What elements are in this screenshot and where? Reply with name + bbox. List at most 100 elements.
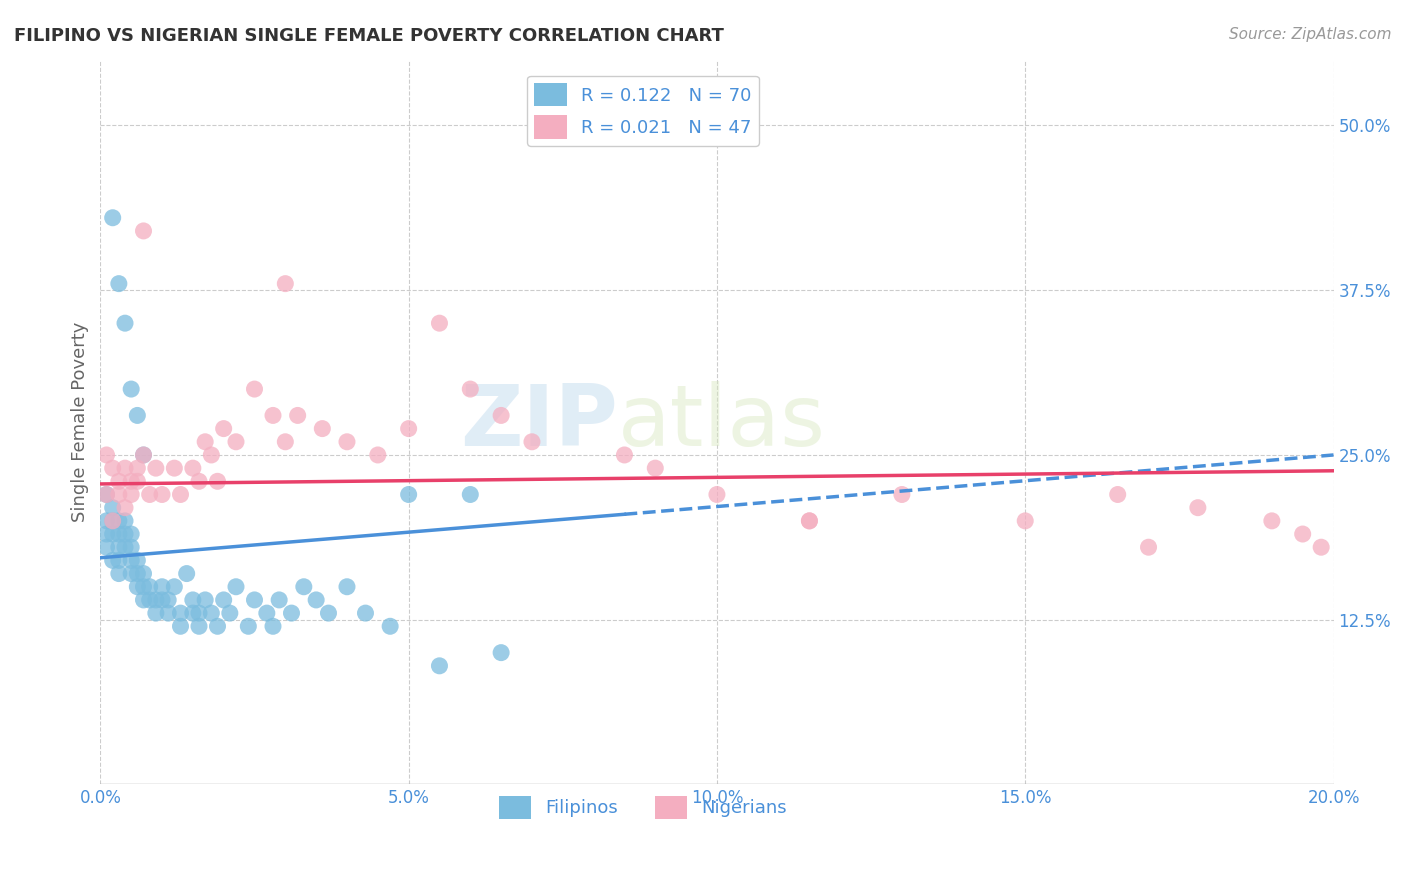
Point	[96, 527, 118, 541]
Point	[101, 514, 124, 528]
Point	[262, 619, 284, 633]
Point	[108, 566, 131, 581]
Point	[108, 277, 131, 291]
Point	[101, 211, 124, 225]
Point	[644, 461, 666, 475]
Point	[274, 434, 297, 449]
Point	[280, 606, 302, 620]
Point	[256, 606, 278, 620]
Point	[1187, 500, 1209, 515]
Point	[188, 606, 211, 620]
Point	[157, 606, 180, 620]
Text: FILIPINO VS NIGERIAN SINGLE FEMALE POVERTY CORRELATION CHART: FILIPINO VS NIGERIAN SINGLE FEMALE POVER…	[14, 27, 724, 45]
Legend: Filipinos, Nigerians: Filipinos, Nigerians	[492, 789, 794, 826]
Point	[96, 448, 118, 462]
Point	[225, 434, 247, 449]
Point	[114, 540, 136, 554]
Point	[127, 461, 149, 475]
Point	[243, 382, 266, 396]
Point	[132, 593, 155, 607]
Point	[120, 553, 142, 567]
Point	[181, 461, 204, 475]
Point	[613, 448, 636, 462]
Point	[287, 409, 309, 423]
Point	[890, 487, 912, 501]
Point	[150, 580, 173, 594]
Point	[378, 619, 401, 633]
Point	[200, 448, 222, 462]
Point	[120, 475, 142, 489]
Point	[145, 461, 167, 475]
Point	[120, 566, 142, 581]
Point	[114, 514, 136, 528]
Point	[127, 553, 149, 567]
Point	[706, 487, 728, 501]
Point	[96, 514, 118, 528]
Point	[150, 487, 173, 501]
Point	[127, 475, 149, 489]
Point	[169, 487, 191, 501]
Point	[1261, 514, 1284, 528]
Point	[101, 553, 124, 567]
Point	[96, 487, 118, 501]
Point	[181, 593, 204, 607]
Point	[336, 580, 359, 594]
Point	[1137, 540, 1160, 554]
Point	[150, 593, 173, 607]
Point	[181, 606, 204, 620]
Point	[101, 500, 124, 515]
Point	[96, 487, 118, 501]
Point	[1310, 540, 1333, 554]
Point	[274, 277, 297, 291]
Point	[138, 593, 160, 607]
Point	[398, 487, 420, 501]
Point	[101, 527, 124, 541]
Point	[1014, 514, 1036, 528]
Point	[212, 421, 235, 435]
Point	[520, 434, 543, 449]
Point	[318, 606, 340, 620]
Text: atlas: atlas	[619, 381, 827, 464]
Point	[194, 434, 217, 449]
Point	[120, 487, 142, 501]
Point	[108, 487, 131, 501]
Point	[101, 514, 124, 528]
Point	[108, 475, 131, 489]
Point	[169, 619, 191, 633]
Point	[114, 461, 136, 475]
Point	[138, 580, 160, 594]
Point	[367, 448, 389, 462]
Point	[163, 580, 186, 594]
Point	[1292, 527, 1315, 541]
Point	[108, 553, 131, 567]
Point	[225, 580, 247, 594]
Point	[138, 487, 160, 501]
Point	[311, 421, 333, 435]
Point	[120, 540, 142, 554]
Point	[176, 566, 198, 581]
Point	[163, 461, 186, 475]
Point	[458, 487, 481, 501]
Point	[489, 409, 512, 423]
Point	[336, 434, 359, 449]
Point	[132, 566, 155, 581]
Point	[218, 606, 240, 620]
Point	[96, 540, 118, 554]
Point	[169, 606, 191, 620]
Point	[398, 421, 420, 435]
Point	[120, 382, 142, 396]
Point	[114, 500, 136, 515]
Point	[132, 580, 155, 594]
Text: Source: ZipAtlas.com: Source: ZipAtlas.com	[1229, 27, 1392, 42]
Point	[145, 606, 167, 620]
Point	[207, 619, 229, 633]
Point	[114, 316, 136, 330]
Point	[127, 580, 149, 594]
Point	[108, 514, 131, 528]
Point	[354, 606, 377, 620]
Point	[157, 593, 180, 607]
Point	[207, 475, 229, 489]
Point	[1107, 487, 1129, 501]
Point	[132, 448, 155, 462]
Point	[194, 593, 217, 607]
